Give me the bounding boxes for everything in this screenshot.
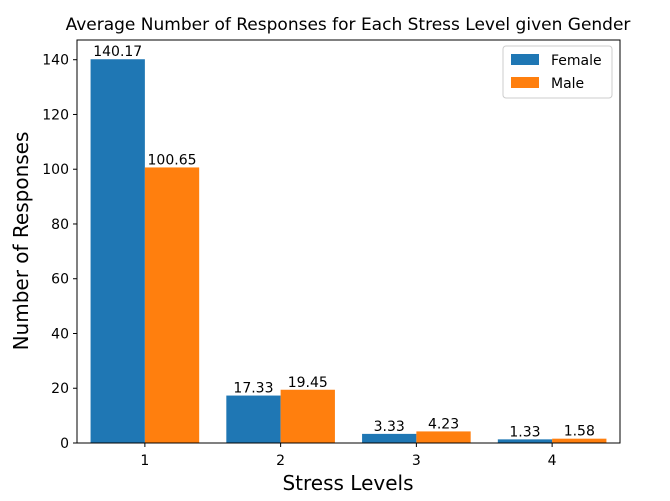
chart-title: Average Number of Responses for Each Str…	[66, 15, 631, 35]
y-tick-label-100: 100	[42, 162, 69, 178]
y-tick-label-0: 0	[60, 436, 69, 452]
y-tick-label-140: 140	[42, 53, 69, 69]
y-tick-label-40: 40	[51, 326, 69, 342]
y-tick-label-20: 20	[51, 381, 69, 397]
bar-male-1	[144, 167, 200, 443]
x-tick-label-2: 2	[276, 453, 285, 469]
y-tick-label-120: 120	[42, 107, 69, 123]
x-tick-label-4: 4	[548, 453, 557, 469]
data-label-female-2: 17.33	[233, 381, 273, 397]
bar-male-4	[552, 438, 607, 443]
data-label-male-4: 1.58	[564, 424, 595, 440]
data-label-male-3: 4.23	[428, 416, 459, 432]
bar-male-2	[280, 389, 335, 443]
x-tick-label-3: 3	[412, 453, 421, 469]
bar-female-2	[226, 395, 281, 443]
y-tick-label-60: 60	[51, 272, 69, 288]
y-axis-label: Number of Responses	[9, 132, 33, 351]
data-label-female-3: 3.33	[374, 419, 405, 435]
legend: Female Male	[502, 45, 613, 99]
data-label-male-2: 19.45	[288, 375, 328, 391]
bar-female-1	[90, 59, 145, 444]
bar-female-3	[362, 433, 417, 443]
bar-female-4	[497, 439, 553, 443]
legend-label-female: Female	[551, 53, 602, 69]
plot-frame	[76, 39, 621, 444]
data-label-male-1: 100.65	[148, 152, 197, 168]
bars-layer: 140.17 17.33 3.33 1.33 100.65 19.45 4.23 1.58	[90, 44, 607, 444]
legend-label-male: Male	[551, 76, 584, 92]
legend-swatch-female	[511, 54, 539, 65]
x-tick-label-1: 1	[140, 453, 149, 469]
x-axis-label: Stress Levels	[282, 471, 413, 495]
data-label-female-4: 1.33	[509, 424, 540, 440]
axes-layer: 0 20 40 60 80 100 120 140 1 2 3 4	[42, 39, 621, 469]
data-label-female-1: 140.17	[93, 44, 142, 60]
y-tick-label-80: 80	[51, 217, 69, 233]
bar-male-3	[416, 431, 471, 443]
legend-swatch-male	[511, 77, 539, 88]
